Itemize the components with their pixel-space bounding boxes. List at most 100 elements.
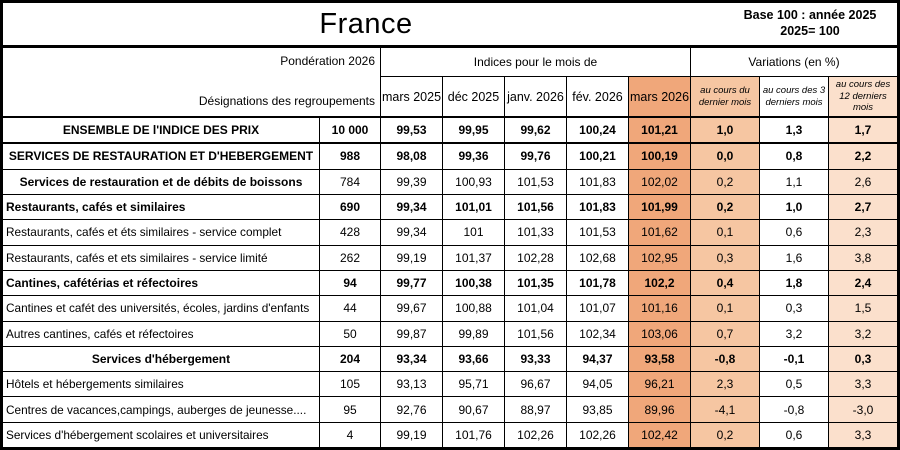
variation-cell: 3,2 bbox=[828, 321, 897, 346]
index-cell: 101,53 bbox=[566, 220, 628, 245]
variation-cell: 1,5 bbox=[828, 296, 897, 321]
header-left-cell: Pondération 2026 Désignations des regrou… bbox=[3, 48, 380, 116]
index-cell: 99,34 bbox=[380, 220, 442, 245]
index-cell: 101,56 bbox=[504, 321, 566, 346]
ponderation-cell: 262 bbox=[319, 245, 380, 270]
variation-header-3-months: au cours des 3 derniers mois bbox=[759, 77, 828, 116]
base-note-line1: Base 100 : année 2025 bbox=[743, 8, 877, 23]
index-cell: 101,83 bbox=[566, 169, 628, 194]
index-cell: 103,06 bbox=[628, 321, 690, 346]
variation-cell: -0,8 bbox=[690, 346, 759, 372]
variation-cell: -0,8 bbox=[759, 397, 828, 422]
title-row: France Base 100 : année 2025 2025= 100 bbox=[3, 3, 897, 48]
variation-cell: 0,1 bbox=[690, 220, 759, 245]
variation-cell: 1,8 bbox=[759, 270, 828, 296]
index-cell: 99,36 bbox=[442, 144, 504, 169]
table-row: Cantines et cafét des universités, école… bbox=[3, 296, 897, 322]
index-cell: 99,67 bbox=[380, 296, 442, 321]
page-title: France bbox=[319, 7, 413, 40]
variation-cell: 3,2 bbox=[759, 321, 828, 346]
label-cell: SERVICES DE RESTAURATION ET D'HEBERGEMEN… bbox=[8, 149, 314, 164]
index-cell: 93,34 bbox=[380, 346, 442, 372]
month-header-mars-2025: mars 2025 bbox=[380, 77, 442, 116]
ponderation-cell: 988 bbox=[319, 144, 380, 169]
index-cell: 93,58 bbox=[628, 346, 690, 372]
index-cell: 98,08 bbox=[380, 144, 442, 169]
ponderation-cell: 4 bbox=[319, 422, 380, 448]
variation-cell: 0,6 bbox=[759, 220, 828, 245]
index-cell: 100,21 bbox=[566, 144, 628, 169]
index-cell: 102,26 bbox=[504, 422, 566, 448]
variation-cell: 0,2 bbox=[690, 422, 759, 448]
ponderation-cell: 690 bbox=[319, 194, 380, 220]
index-cell: 101,33 bbox=[504, 220, 566, 245]
index-cell: 96,21 bbox=[628, 372, 690, 397]
index-cell: 99,62 bbox=[504, 118, 566, 143]
variation-cell: 0,4 bbox=[690, 270, 759, 296]
index-cell: 99,53 bbox=[380, 118, 442, 143]
variation-cell: 1,3 bbox=[759, 118, 828, 143]
index-cell: 99,39 bbox=[380, 169, 442, 194]
variation-cell: 0,3 bbox=[759, 296, 828, 321]
ponderation-cell: 204 bbox=[319, 346, 380, 372]
label-cell: Cantines, cafétérias et réfectoires bbox=[6, 276, 199, 291]
table-row: Hôtels et hébergements similaires 105 93,1… bbox=[3, 372, 897, 398]
variation-cell: 0,2 bbox=[690, 194, 759, 220]
index-cell: 99,95 bbox=[442, 118, 504, 143]
index-cell: 101,78 bbox=[566, 270, 628, 296]
label-cell: Restaurants, cafés et similaires bbox=[6, 200, 186, 215]
index-cell: 101,83 bbox=[566, 194, 628, 220]
variation-cell: 0,6 bbox=[759, 422, 828, 448]
index-cell: 92,76 bbox=[380, 397, 442, 422]
index-cell: 100,19 bbox=[628, 144, 690, 169]
index-cell: 99,19 bbox=[380, 245, 442, 270]
index-cell: 100,38 bbox=[442, 270, 504, 296]
label-cell: Autres cantines, cafés et réfectoires bbox=[6, 326, 194, 341]
index-cell: 102,42 bbox=[628, 422, 690, 448]
variation-cell: 1,0 bbox=[759, 194, 828, 220]
variation-cell: -3,0 bbox=[828, 397, 897, 422]
index-cell: 89,96 bbox=[628, 397, 690, 422]
index-cell: 100,93 bbox=[442, 169, 504, 194]
table-row: Cantines, cafétérias et réfectoires 94 99,… bbox=[3, 270, 897, 297]
index-cell: 99,89 bbox=[442, 321, 504, 346]
table-row: Services d'hébergement scolaires et univ… bbox=[3, 422, 897, 448]
index-cell: 101,99 bbox=[628, 194, 690, 220]
variation-cell: 0,2 bbox=[690, 169, 759, 194]
table-row: Restaurants, cafés et similaires 690 99,34… bbox=[3, 194, 897, 221]
label-cell: Services d'hébergement scolaires et univ… bbox=[6, 427, 269, 442]
index-cell: 94,37 bbox=[566, 346, 628, 372]
variation-cell: 3,3 bbox=[828, 372, 897, 397]
index-cell: 93,33 bbox=[504, 346, 566, 372]
variation-cell: 1,6 bbox=[759, 245, 828, 270]
indices-group-header: Indices pour le mois de bbox=[380, 48, 690, 77]
ponderation-cell: 428 bbox=[319, 220, 380, 245]
variation-cell: 3,8 bbox=[828, 245, 897, 270]
index-cell: 101,04 bbox=[504, 296, 566, 321]
table-row: SERVICES DE RESTAURATION ET D'HEBERGEMEN… bbox=[3, 144, 897, 170]
ponderation-cell: 50 bbox=[319, 321, 380, 346]
label-cell: Hôtels et hébergements similaires bbox=[6, 377, 184, 392]
variation-cell: 2,3 bbox=[828, 220, 897, 245]
variation-cell: 0,0 bbox=[690, 144, 759, 169]
variation-cell: 2,6 bbox=[828, 169, 897, 194]
table-row: Services d'hébergement 204 93,34 93,66 93,33… bbox=[3, 346, 897, 373]
variation-cell: 0,3 bbox=[828, 346, 897, 372]
ponderation-cell: 105 bbox=[319, 372, 380, 397]
index-cell: 102,34 bbox=[566, 321, 628, 346]
variation-cell: 0,3 bbox=[690, 245, 759, 270]
index-cell: 99,34 bbox=[380, 194, 442, 220]
ponderation-cell: 10 000 bbox=[319, 118, 380, 143]
index-cell: 102,2 bbox=[628, 270, 690, 296]
table-row: Autres cantines, cafés et réfectoires 50 9… bbox=[3, 321, 897, 347]
index-cell: 101,35 bbox=[504, 270, 566, 296]
variation-cell: 1,7 bbox=[828, 118, 897, 143]
table-row: Restaurants, cafés et éts similaires - s… bbox=[3, 220, 897, 246]
label-cell: Centres de vacances,campings, auberges d… bbox=[6, 402, 307, 417]
index-cell: 101,01 bbox=[442, 194, 504, 220]
table-row: Services de restauration et de débits de… bbox=[3, 169, 897, 195]
label-cell: ENSEMBLE DE l'INDICE DES PRIX bbox=[62, 123, 260, 138]
index-cell: 96,67 bbox=[504, 372, 566, 397]
index-cell: 101,21 bbox=[628, 118, 690, 143]
ponderation-header: Pondération 2026 bbox=[280, 54, 375, 68]
